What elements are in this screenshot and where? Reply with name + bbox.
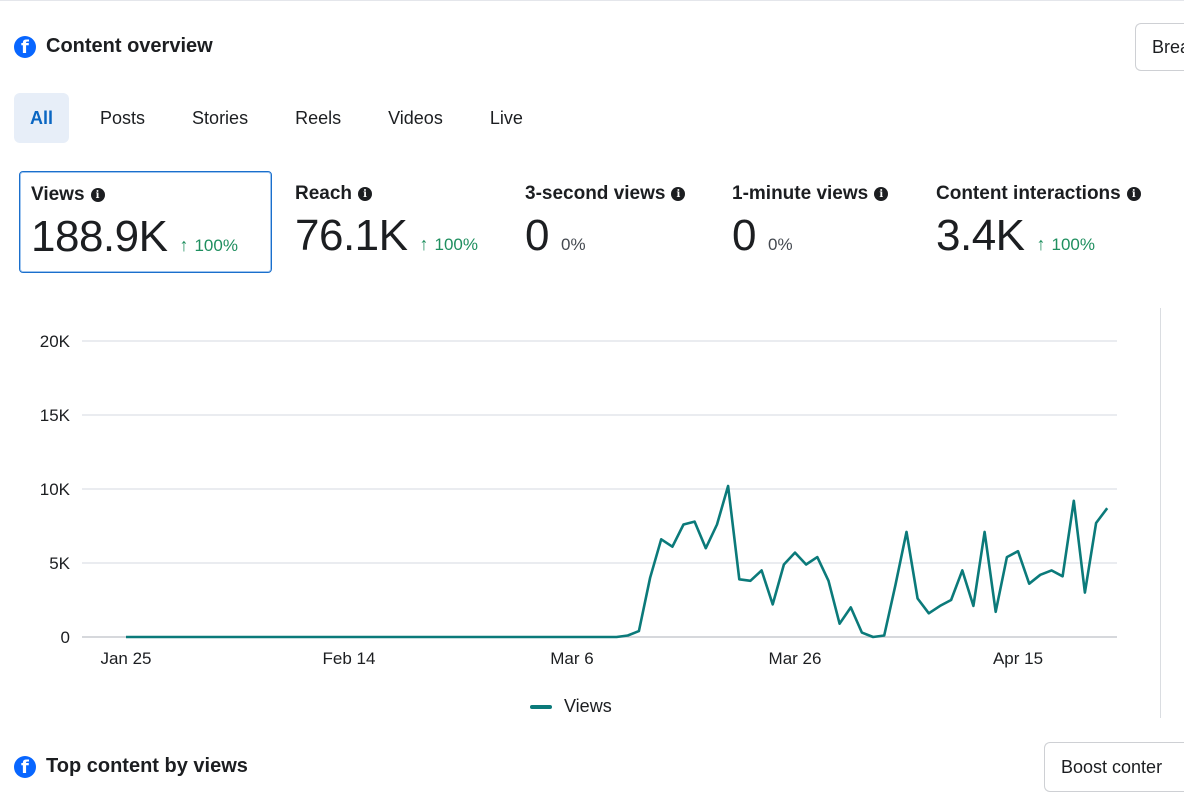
metric-value-row: 0 0%	[732, 211, 793, 261]
metric-change: 0%	[560, 235, 586, 254]
page-title: Content overview	[46, 35, 213, 57]
metric-label: 3-second views i	[525, 183, 686, 205]
views-line-chart: 0 5K 10K 15K 20K Jan 25 Feb 14 Mar 6 Mar 26 Apr …	[40, 332, 1117, 668]
content-overview-header: Content overview	[14, 35, 213, 59]
tab-stories[interactable]: Stories	[192, 107, 249, 128]
content-type-tabs: All Posts Stories Reels Videos Live	[14, 93, 554, 143]
tab-reels[interactable]: Reels	[295, 107, 342, 128]
metric-change-text: 100%	[1051, 235, 1095, 254]
top-divider	[0, 0, 1184, 1]
metric-value: 0	[732, 211, 756, 260]
metric-label: Views i	[31, 184, 105, 206]
metric-value: 76.1K	[295, 211, 408, 260]
tab-live[interactable]: Live	[489, 107, 523, 128]
facebook-icon	[14, 755, 36, 779]
metric-card-1-minute-views[interactable]: 1-minute views i 0 0%	[721, 171, 921, 273]
metric-change-text: 100%	[434, 235, 478, 254]
x-tick-label: Mar 26	[769, 649, 822, 668]
tab-all[interactable]: All	[14, 93, 70, 143]
info-icon[interactable]: i	[671, 187, 686, 201]
facebook-icon	[14, 35, 36, 59]
chart-right-divider	[1160, 308, 1161, 718]
y-tick-label: 0	[61, 628, 70, 647]
metric-label-text: 3-second views	[525, 183, 666, 204]
x-tick-label: Feb 14	[323, 649, 376, 668]
metric-value: 3.4K	[936, 211, 1025, 260]
metric-change: 0%	[767, 235, 793, 254]
x-tick-label: Mar 6	[550, 649, 593, 668]
metric-value-row: 3.4K ↑ 100%	[936, 211, 1095, 261]
info-icon[interactable]: i	[358, 187, 373, 201]
metric-label-text: Reach	[295, 183, 353, 204]
metric-change: ↑ 100%	[179, 235, 237, 256]
metric-label: Content interactions i	[936, 183, 1141, 205]
chart-legend: Views	[530, 696, 612, 717]
y-tick-label: 5K	[49, 554, 70, 573]
info-icon[interactable]: i	[874, 187, 889, 201]
arrow-up-icon: ↑	[1036, 234, 1046, 254]
x-tick-label: Apr 15	[993, 649, 1043, 668]
y-tick-label: 15K	[40, 406, 71, 425]
metric-label: 1-minute views i	[732, 183, 889, 205]
metric-card-content-interactions[interactable]: Content interactions i 3.4K ↑ 100%	[925, 171, 1175, 273]
metric-value-row: 0 0%	[525, 211, 586, 261]
metric-value: 0	[525, 211, 549, 260]
metric-value-row: 188.9K ↑ 100%	[31, 212, 238, 262]
metric-label-text: 1-minute views	[732, 183, 869, 204]
metric-card-3-second-views[interactable]: 3-second views i 0 0%	[514, 171, 714, 273]
info-icon[interactable]: i	[1126, 187, 1141, 201]
metric-card-views[interactable]: Views i 188.9K ↑ 100%	[19, 171, 272, 273]
metric-card-reach[interactable]: Reach i 76.1K ↑ 100%	[284, 171, 509, 273]
boost-content-button[interactable]: Boost conter	[1044, 742, 1184, 792]
metric-value: 188.9K	[31, 212, 168, 261]
y-tick-label: 10K	[40, 480, 71, 499]
legend-label-views: Views	[564, 696, 612, 716]
metric-change: ↑ 100%	[1037, 234, 1095, 255]
legend-swatch	[530, 704, 552, 709]
section-title-top-content: Top content by views	[46, 755, 248, 777]
metric-value-row: 76.1K ↑ 100%	[295, 211, 478, 261]
x-tick-label: Jan 25	[100, 649, 151, 668]
tab-videos[interactable]: Videos	[388, 107, 443, 128]
metric-label-text: Views	[31, 184, 85, 205]
breakdown-button[interactable]: Brea	[1135, 23, 1184, 71]
series-line-views	[126, 484, 1109, 639]
top-content-header: Top content by views	[14, 755, 248, 779]
metric-change-text: 100%	[194, 236, 238, 255]
metric-label-text: Content interactions	[936, 183, 1121, 204]
arrow-up-icon: ↑	[419, 234, 429, 254]
info-icon[interactable]: i	[90, 188, 105, 202]
y-tick-label: 20K	[40, 332, 71, 351]
arrow-up-icon: ↑	[179, 235, 189, 255]
tab-posts[interactable]: Posts	[100, 107, 146, 128]
metric-label: Reach i	[295, 183, 373, 205]
metric-change: ↑ 100%	[419, 234, 477, 255]
